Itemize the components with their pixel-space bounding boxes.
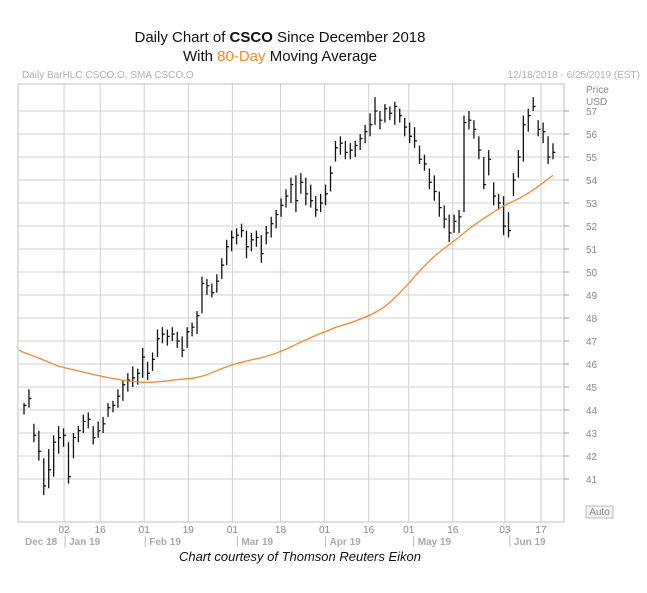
x-day-label: 01 [403, 525, 415, 536]
y-tick-label: 50 [586, 268, 598, 279]
y-axis: 41 42 43 44 45 46 47 48 49 50 51 52 53 54 55 56 57 [564, 107, 598, 486]
y-tick-label: 56 [586, 130, 598, 141]
x-day-label: 16 [95, 525, 107, 536]
y-tick-label: 45 [586, 383, 598, 394]
y-tick-label: 52 [586, 222, 598, 233]
x-day-label: 16 [447, 525, 459, 536]
y-tick-label: 48 [586, 314, 598, 325]
x-month-label: Jan 19 [69, 537, 101, 548]
chart-header-left: Daily BarHLC CSCO.O, SMA CSCO.O [22, 70, 194, 81]
auto-scale-label: Auto [589, 507, 610, 518]
grid [18, 84, 564, 522]
x-axis: 02 16 01 19 01 18 01 16 01 16 03 17 Dec 18 Jan 19 Feb … [25, 525, 547, 548]
x-day-label: 01 [139, 525, 151, 536]
x-month-label: Mar 19 [241, 537, 273, 548]
x-day-label: 01 [227, 525, 239, 536]
y-axis-label: Price [586, 85, 609, 96]
hlc-bars [23, 97, 556, 496]
x-month-label: Feb 19 [149, 537, 181, 548]
auto-scale-button[interactable] [585, 505, 614, 519]
chart-title: Daily Chart of CSCO Since December 2018 … [0, 28, 560, 66]
plot-frame [17, 83, 565, 523]
y-tick-label: 47 [586, 337, 598, 348]
x-month-label: Jun 19 [514, 537, 546, 548]
x-day-label: 03 [499, 525, 511, 536]
y-tick-label: 57 [586, 107, 598, 118]
y-tick-label: 44 [586, 406, 598, 417]
x-day-label: 18 [275, 525, 287, 536]
chart-caption: Chart courtesy of Thomson Reuters Eikon [178, 549, 422, 564]
chart-header-right: 12/18/2018 - 6/25/2019 (EST) [508, 70, 640, 81]
subtitle-highlight: 80-Day [217, 48, 266, 65]
title-prefix: Daily Chart of [134, 29, 230, 46]
title-line-2: With 80-Day Moving Average [0, 47, 560, 66]
title-line-1: Daily Chart of CSCO Since December 2018 [0, 28, 560, 47]
x-day-label: 19 [183, 525, 195, 536]
x-month-label: Apr 19 [330, 537, 362, 548]
y-tick-label: 51 [586, 245, 598, 256]
x-day-label: 16 [363, 525, 375, 536]
y-tick-label: 55 [586, 153, 598, 164]
y-tick-label: 53 [586, 199, 598, 210]
subtitle-suffix: Moving Average [265, 48, 377, 65]
title-suffix: Since December 2018 [272, 29, 426, 46]
y-tick-label: 49 [586, 291, 598, 302]
y-tick-label: 43 [586, 429, 598, 440]
subtitle-prefix: With [183, 48, 218, 65]
y-tick-label: 41 [586, 475, 598, 486]
x-day-label: 02 [59, 525, 71, 536]
y-tick-label: 42 [586, 452, 598, 463]
y-tick-label: 46 [586, 360, 598, 371]
sma-line [18, 174, 554, 384]
y-axis-unit: USD [586, 97, 607, 108]
y-tick-label: 54 [586, 176, 598, 187]
x-month-label: Dec 18 [25, 537, 58, 548]
x-month-label: May 19 [418, 537, 452, 548]
x-day-label: 01 [319, 525, 331, 536]
x-day-label: 17 [535, 525, 547, 536]
title-ticker: CSCO [229, 29, 273, 46]
